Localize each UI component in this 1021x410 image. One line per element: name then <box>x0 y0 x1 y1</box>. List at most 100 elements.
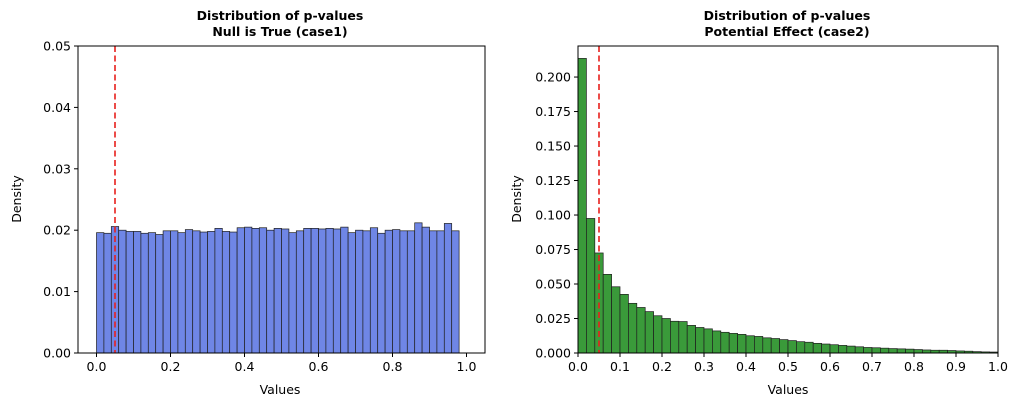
p1-bar <box>229 231 238 354</box>
p1-bar <box>399 230 408 354</box>
panel1-bars <box>96 222 460 354</box>
p2-bar <box>745 335 755 354</box>
p2-y-tick-label: 0.025 <box>535 311 571 326</box>
p2-bar <box>695 327 705 354</box>
p1-bar <box>436 230 445 354</box>
p1-bar <box>273 228 282 354</box>
panel-case1: Distribution of p-values Null is True (c… <box>9 8 486 397</box>
p1-bar <box>96 232 105 354</box>
p2-x-tick-label: 0.1 <box>610 359 630 374</box>
panel2-x-label: Values <box>768 382 809 397</box>
p2-bar <box>619 294 629 354</box>
panel1-axes-frame <box>77 45 486 354</box>
p2-y-tick-label: 0.100 <box>535 208 571 223</box>
p2-bar <box>796 341 806 354</box>
p2-bar <box>787 340 797 354</box>
p2-x-tick-label: 0.7 <box>862 359 882 374</box>
p2-bar <box>602 274 612 354</box>
p2-x-tick-label: 0.4 <box>736 359 756 374</box>
p2-x-tick-label: 0.0 <box>568 359 588 374</box>
p1-bar <box>295 230 305 354</box>
p1-bar <box>451 230 460 354</box>
panel2-bars <box>577 58 999 354</box>
p2-bar <box>779 339 789 354</box>
p1-bar <box>325 228 334 354</box>
p2-x-tick-label: 0.2 <box>652 359 672 374</box>
panel1-x-ticks: 0.0 0.2 0.4 0.6 0.8 1.0 <box>87 353 476 374</box>
p1-bar <box>155 234 164 354</box>
p2-bar <box>804 341 814 354</box>
p2-bar <box>829 344 839 354</box>
p1-bar <box>207 231 216 354</box>
panel2-y-ticks: 0.000 0.025 0.050 0.075 0.100 0.125 0.150 0.175… <box>535 70 578 361</box>
p1-bar <box>177 232 186 354</box>
p2-bar <box>636 307 646 354</box>
p1-bar <box>162 230 171 354</box>
p2-bar <box>586 218 596 354</box>
p1-bar <box>369 227 379 354</box>
p2-bar <box>653 315 663 354</box>
p1-bar <box>421 226 430 354</box>
p2-bar <box>770 338 780 354</box>
p2-y-tick-label: 0.075 <box>535 242 571 257</box>
p1-x-tick-label: 0.4 <box>235 359 255 374</box>
p1-bar <box>258 227 268 354</box>
p1-bar <box>406 230 416 354</box>
p2-bar <box>871 347 881 354</box>
p1-bar <box>281 228 290 354</box>
p2-x-tick-label: 0.9 <box>946 359 966 374</box>
p2-y-tick-label: 0.000 <box>535 346 571 361</box>
p1-bar <box>288 232 297 354</box>
p1-bar <box>347 232 356 354</box>
p2-y-tick-label: 0.150 <box>535 139 571 154</box>
p1-bar <box>118 229 127 354</box>
panel1-y-label: Density <box>9 175 24 223</box>
p2-bar <box>812 342 822 354</box>
panel-case2: Distribution of p-values Potential Effec… <box>509 8 1008 397</box>
p1-bar <box>140 232 149 354</box>
p2-frame-rect <box>577 45 999 354</box>
p1-bar <box>244 226 253 354</box>
p1-bar <box>133 231 142 354</box>
p1-bar <box>355 229 364 354</box>
p1-bar <box>147 232 157 354</box>
p2-x-tick-label: 0.5 <box>778 359 798 374</box>
panel1-title-line1: Distribution of p-values <box>197 8 364 23</box>
p2-bar <box>678 321 688 354</box>
panel2-axes-frame <box>577 45 999 354</box>
p2-bar <box>686 325 696 354</box>
p2-bar <box>577 58 587 354</box>
p2-x-tick-label: 0.3 <box>694 359 714 374</box>
p1-x-tick-label: 0.2 <box>161 359 181 374</box>
p2-x-tick-label: 0.8 <box>904 359 924 374</box>
p2-y-tick-label: 0.175 <box>535 104 571 119</box>
p1-bar <box>303 228 312 354</box>
p1-bar <box>125 231 134 354</box>
p1-bar <box>214 228 223 354</box>
p1-y-tick-label: 0.01 <box>43 284 71 299</box>
p2-x-tick-label: 0.6 <box>820 359 840 374</box>
p1-bar <box>266 229 275 354</box>
p1-bar <box>236 227 245 354</box>
p2-bar <box>896 348 906 354</box>
p2-bar <box>661 318 671 354</box>
p2-y-tick-label: 0.200 <box>535 70 571 85</box>
p2-bar <box>628 302 638 354</box>
panel1-x-label: Values <box>260 382 301 397</box>
panel2-x-ticks: 0.0 0.1 0.2 0.3 0.4 0.5 0.6 0.7 0.8 0.9 1.0 <box>568 353 1008 374</box>
p1-y-tick-label: 0.05 <box>43 39 71 54</box>
p2-bar <box>762 337 772 354</box>
p2-bar <box>754 336 764 354</box>
p2-bar <box>888 348 898 354</box>
p1-bar <box>392 229 401 354</box>
panel2-title-line1: Distribution of p-values <box>704 8 871 23</box>
p1-bar <box>377 232 386 354</box>
p2-bar <box>703 328 713 354</box>
p1-bar <box>332 228 342 354</box>
p1-x-tick-label: 0.0 <box>87 359 107 374</box>
p1-bar <box>103 232 112 354</box>
p1-bar <box>310 228 319 354</box>
p1-bar <box>184 229 194 354</box>
p2-bar <box>913 349 923 354</box>
